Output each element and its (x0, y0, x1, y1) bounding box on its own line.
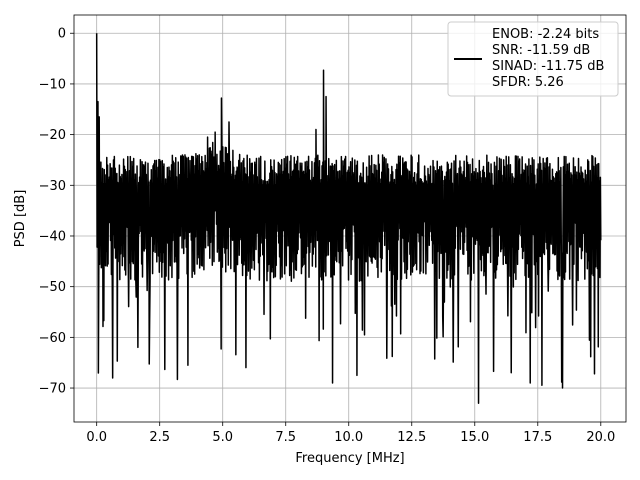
y-tick-label: −60 (39, 331, 66, 346)
x-tick-label: 5.0 (212, 430, 233, 445)
ticks: 0.0 2.5 5.0 7.5 10.0 12.5 15.0 17.5 20.0 0 −10 −20 −… (39, 27, 616, 445)
x-tick-label: 20.0 (586, 430, 615, 445)
legend-entry-snr: SNR: -11.59 dB (492, 43, 590, 58)
plot-frame (73, 14, 627, 423)
psd-series-line (95, 33, 602, 404)
y-tick-label: −10 (39, 77, 66, 92)
legend-box (447, 21, 619, 97)
y-tick-label: −30 (39, 179, 66, 194)
y-tick-label: −40 (39, 229, 66, 244)
legend: ENOB: -2.24 bits SNR: -11.59 dB SINAD: -… (447, 21, 619, 97)
y-tick-label: 0 (58, 27, 66, 42)
x-axis-label: Frequency [MHz] (295, 451, 404, 466)
x-tick-label: 0.0 (86, 430, 107, 445)
psd-trace-layer (95, 33, 602, 404)
x-tick-label: 2.5 (149, 430, 170, 445)
y-tick-label: −20 (39, 128, 66, 143)
x-tick-label: 7.5 (275, 430, 296, 445)
x-tick-label: 15.0 (460, 430, 489, 445)
y-tick-label: −70 (39, 382, 66, 397)
legend-entry-sinad: SINAD: -11.75 dB (492, 59, 604, 74)
x-tick-label: 10.0 (334, 430, 363, 445)
x-tick-label: 17.5 (523, 430, 552, 445)
y-axis-label: PSD [dB] (13, 190, 28, 248)
legend-entry-enob: ENOB: -2.24 bits (492, 27, 599, 42)
x-tick-label: 12.5 (397, 430, 426, 445)
y-tick-label: −50 (39, 280, 66, 295)
legend-entry-sfdr: SFDR: 5.26 (492, 75, 564, 90)
